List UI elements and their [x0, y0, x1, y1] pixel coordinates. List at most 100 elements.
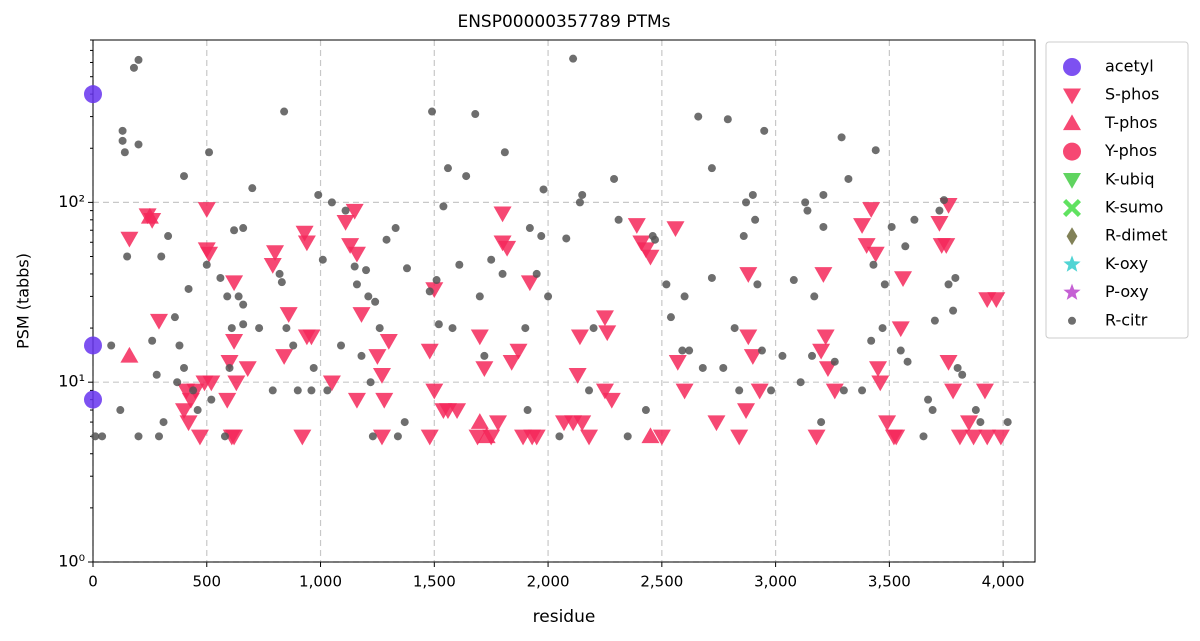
point: [225, 334, 244, 350]
series: [120, 198, 1010, 446]
point: [573, 415, 592, 432]
point: [207, 395, 216, 404]
legend-marker: [1063, 114, 1081, 131]
point: [939, 354, 958, 371]
point: [869, 260, 878, 269]
point: [227, 375, 246, 392]
point: [739, 232, 748, 241]
point: [742, 198, 751, 207]
point: [159, 418, 168, 427]
point: [807, 429, 826, 446]
point: [120, 148, 129, 157]
legend-label: T-phos: [1104, 113, 1158, 132]
point: [719, 363, 728, 372]
point: [193, 406, 202, 415]
point: [84, 85, 102, 104]
point: [666, 221, 685, 238]
point: [393, 432, 402, 441]
point: [627, 218, 646, 234]
point: [475, 292, 484, 301]
point: [120, 231, 139, 248]
point: [730, 429, 749, 446]
y-axis-label: PSM (tabbs): [14, 253, 33, 349]
point: [218, 392, 237, 409]
legend-marker: [1063, 283, 1081, 300]
point: [302, 329, 321, 346]
point: [953, 363, 962, 372]
point: [839, 386, 848, 395]
x-tick-label: 2,500: [640, 573, 683, 591]
legend-label: K-sumo: [1105, 198, 1163, 217]
point: [737, 403, 756, 420]
point: [869, 361, 887, 377]
point: [610, 174, 619, 183]
point: [723, 115, 732, 124]
point: [428, 107, 437, 116]
point: [327, 198, 336, 207]
legend-marker: [1066, 227, 1078, 246]
point: [289, 341, 298, 350]
point: [544, 292, 553, 301]
point: [675, 383, 694, 400]
y-tick-label: 10⁰: [58, 552, 85, 571]
point: [896, 346, 905, 355]
point: [462, 172, 471, 181]
point: [471, 110, 480, 119]
point: [680, 292, 689, 301]
point: [403, 264, 411, 273]
point: [238, 361, 257, 377]
point: [867, 336, 876, 345]
point: [480, 351, 489, 360]
legend-marker: [1063, 199, 1081, 217]
legend-marker: [1063, 58, 1081, 76]
point: [498, 240, 517, 257]
point: [318, 255, 327, 264]
point: [707, 273, 716, 282]
point: [585, 386, 594, 395]
point: [641, 406, 650, 415]
point: [225, 429, 244, 446]
point: [509, 343, 528, 360]
point: [819, 190, 828, 199]
point: [757, 346, 766, 355]
point: [862, 202, 881, 218]
legend-label: K-ubiq: [1105, 169, 1154, 188]
point: [817, 418, 826, 427]
point: [944, 383, 963, 400]
point: [455, 260, 464, 269]
point: [134, 55, 143, 64]
point: [751, 215, 760, 224]
point: [871, 146, 880, 155]
legend-label: acetyl: [1105, 57, 1154, 76]
point: [818, 361, 837, 377]
x-tick-label: 3,000: [754, 573, 797, 591]
point: [227, 324, 236, 333]
legend-marker: [1063, 255, 1081, 272]
point: [309, 363, 318, 372]
legend-marker: [1068, 316, 1076, 325]
point: [924, 395, 933, 404]
point: [891, 321, 910, 338]
point: [129, 63, 138, 72]
point: [937, 238, 956, 254]
point: [537, 232, 546, 241]
point: [239, 224, 248, 233]
point: [263, 257, 282, 274]
point: [830, 357, 839, 366]
point: [614, 215, 623, 224]
point: [887, 429, 906, 446]
point: [789, 276, 798, 285]
point: [184, 284, 193, 293]
point: [525, 224, 534, 233]
point: [825, 383, 844, 400]
point: [439, 202, 448, 211]
point: [568, 367, 587, 384]
legend-marker: [1063, 88, 1081, 105]
point: [91, 432, 100, 441]
point: [341, 238, 360, 254]
legend-marker: [1063, 173, 1081, 189]
plot-frame: [92, 39, 1036, 563]
point: [443, 164, 452, 173]
legend-label: R-citr: [1105, 310, 1148, 329]
point: [837, 133, 846, 142]
